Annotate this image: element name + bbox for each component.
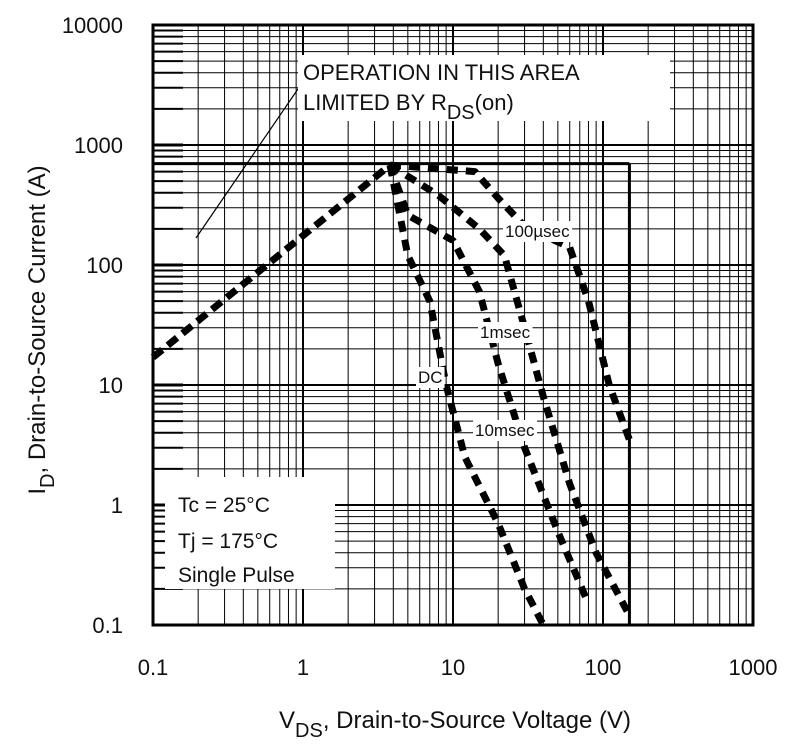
label-dc: DC [418,368,443,387]
rds-on-limit-line [150,162,393,361]
x-tick-label: 100 [585,655,622,680]
annotation-line-2: LIMITED BY RDS(on) [303,90,514,124]
y-axis-title: ID, Drain-to-Source Current (A) [24,165,59,494]
label-1msec: 1msec [480,323,531,342]
y-tick-label: 1000 [74,133,123,158]
x-tick-label: 1 [297,655,309,680]
y-tick-label: 100 [86,253,123,278]
annotation-rds-sub: DS [447,102,475,124]
x-axis-title: VDS, Drain-to-Source Voltage (V) [279,707,631,742]
y-tick-label: 10000 [62,13,123,38]
annotation-line-1: OPERATION IN THIS AREA [303,60,580,85]
y-tick-label: 0.1 [92,613,123,638]
x-tick-label: 10 [441,655,465,680]
x-tick-label: 0.1 [138,655,169,680]
label-10msec: 10msec [475,421,535,440]
annotation-rds-main: LIMITED BY R [303,90,447,115]
y-tick-labels: 0.1 1 10 100 1000 10000 [62,13,123,638]
condition-pulse: Single Pulse [178,564,295,587]
x-tick-label: 1000 [729,655,778,680]
y-tick-label: 10 [99,373,123,398]
condition-tj: Tj = 175°C [178,530,278,553]
y-tick-label: 1 [111,493,123,518]
plot-frame [151,23,755,627]
annotation-pointer-line [195,85,301,239]
series-dc [386,164,547,627]
annotation-rds-on: (on) [475,90,514,115]
annotation-backdrop [298,55,670,121]
curve-labels: 100µsec 1msec 10msec DC [416,221,573,441]
conditions-backdrop [165,477,335,589]
label-100usec: 100µsec [505,222,570,241]
condition-tc: Tc = 25°C [178,494,270,517]
x-tick-labels: 0.1 1 10 100 1000 [138,655,778,680]
